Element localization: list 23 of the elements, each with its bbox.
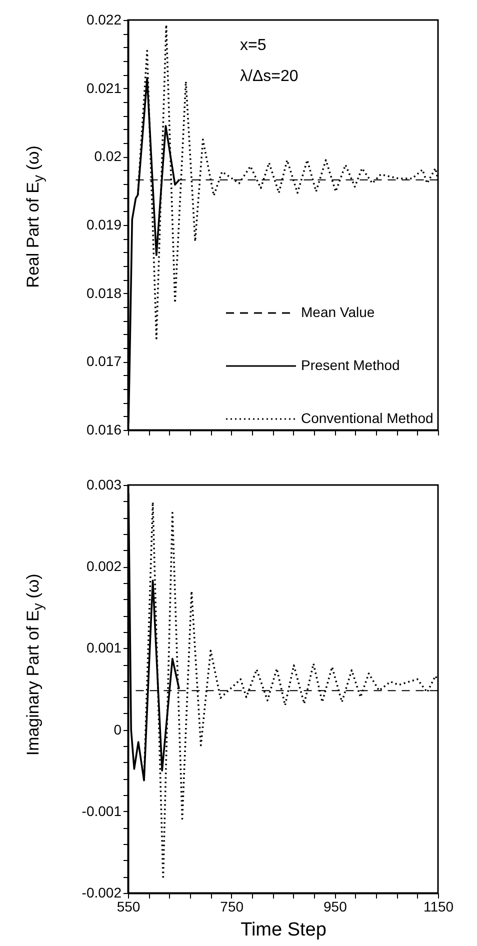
y-tick-label: 0.016 [86,422,122,438]
y-tick-label: -0.002 [82,884,122,900]
annotation: λ/Δs=20 [240,68,298,85]
y-tick-label: 0.003 [86,476,122,492]
legend-label: Mean Value [301,304,375,320]
x-tick-label: 950 [323,898,348,914]
y-tick-label: 0.018 [86,284,122,301]
x-tick-label: 550 [116,898,140,914]
legend-label: Conventional Method [301,410,434,426]
y-tick-label: 0.021 [86,80,122,96]
x-axis-title: Time Step [240,920,326,940]
y-tick-label: -0.001 [82,802,122,819]
y-tick-label: 0.002 [86,558,122,574]
y-tick-label: 0.02 [94,148,122,164]
legend-label: Present Method [301,357,400,373]
annotation: x=5 [240,37,266,54]
y-tick-label: 0.001 [86,640,122,656]
y-tick-label: 0 [114,721,122,738]
x-tick-label: 750 [220,898,244,914]
y-tick-label: 0.019 [86,216,122,232]
x-tick-label: 1150 [423,898,454,914]
y-tick-label: 0.022 [86,12,122,28]
y-tick-label: 0.017 [86,353,122,370]
